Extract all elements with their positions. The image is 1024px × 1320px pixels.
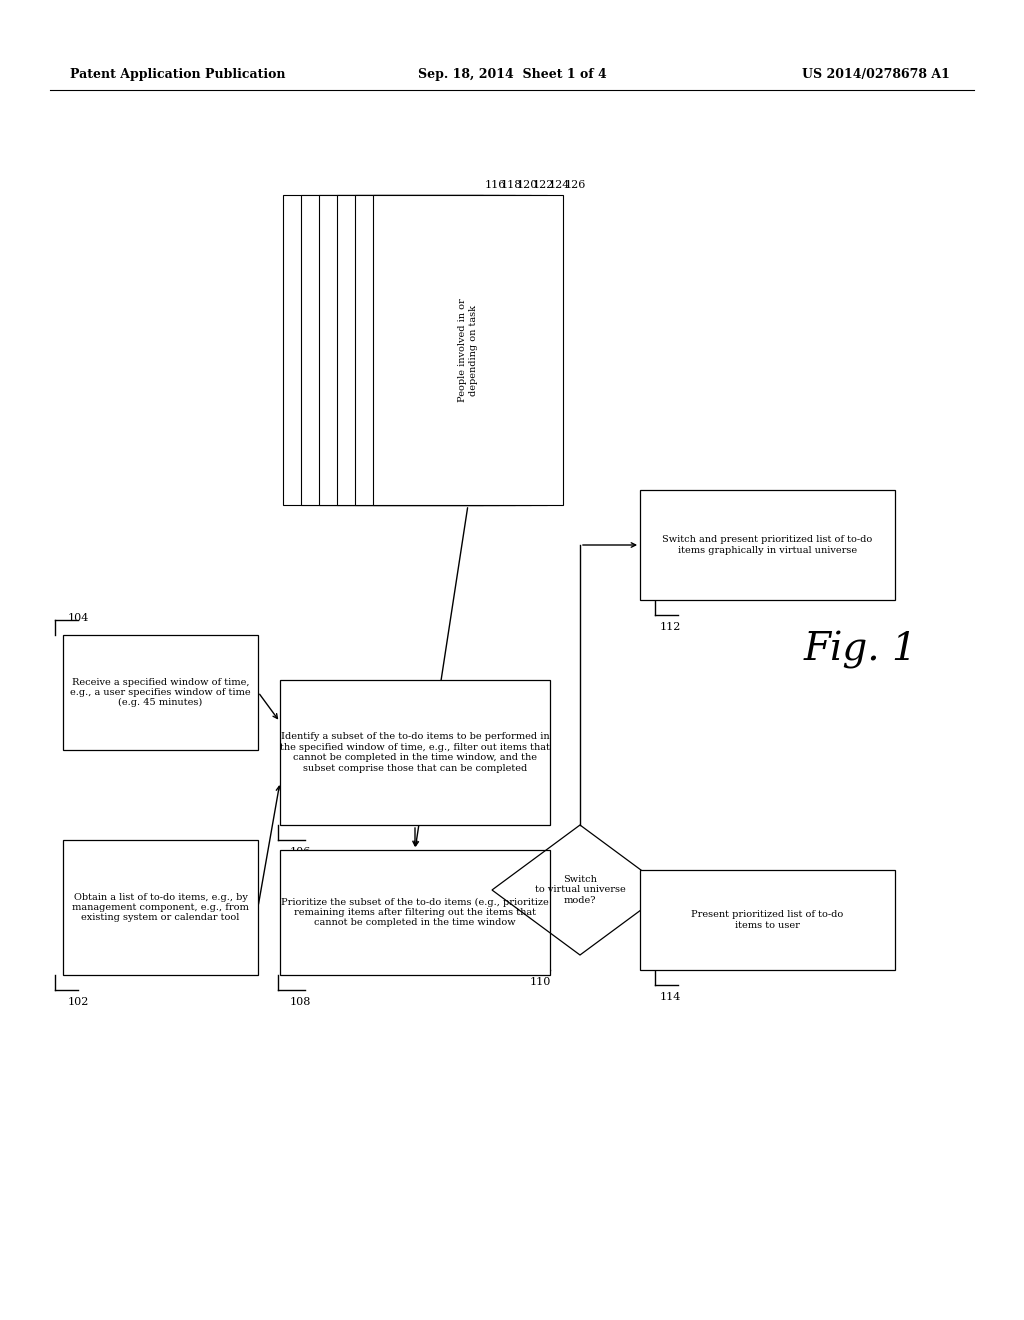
Text: 116: 116	[485, 180, 507, 190]
Text: Switch and present prioritized list of to-do
items graphically in virtual univer: Switch and present prioritized list of t…	[663, 536, 872, 554]
Bar	[301, 195, 499, 506]
Text: 104: 104	[68, 612, 89, 623]
Bar	[640, 870, 895, 970]
Text: Fig. 1: Fig. 1	[803, 631, 916, 669]
Text: Switch
to virtual universe
mode?: Switch to virtual universe mode?	[535, 875, 626, 906]
Bar	[280, 680, 550, 825]
Text: 110: 110	[530, 977, 551, 987]
Text: Receive a specified window of time,
e.g., a user specifies window of time
(e.g. : Receive a specified window of time, e.g.…	[71, 677, 251, 708]
Text: 122: 122	[534, 180, 554, 190]
Text: 108: 108	[290, 997, 311, 1007]
Text: 126: 126	[565, 180, 587, 190]
Bar	[63, 635, 258, 750]
Text: Identify a subset of the to-do items to be performed in
the specified window of : Identify a subset of the to-do items to …	[280, 733, 550, 772]
Bar	[337, 195, 531, 506]
Bar	[319, 195, 515, 506]
Text: 120: 120	[517, 180, 539, 190]
Bar	[640, 490, 895, 601]
Text: US 2014/0278678 A1: US 2014/0278678 A1	[802, 69, 950, 81]
Bar	[280, 850, 550, 975]
Text: 112: 112	[660, 622, 681, 632]
Text: 124: 124	[549, 180, 570, 190]
Bar	[355, 195, 547, 506]
Bar	[63, 840, 258, 975]
Text: Obtain a list of to-do items, e.g., by
management component, e.g., from
existing: Obtain a list of to-do items, e.g., by m…	[72, 892, 249, 923]
Text: Present prioritized list of to-do
items to user: Present prioritized list of to-do items …	[691, 911, 844, 929]
Bar	[373, 195, 563, 506]
Text: Task importance, priority,
complexity: Task importance, priority, complexity	[441, 286, 461, 413]
Text: Attention required for task: Attention required for task	[395, 284, 404, 416]
Text: 102: 102	[68, 997, 89, 1007]
Bar	[283, 195, 483, 506]
Text: Time to accomplish task: Time to accomplish task	[379, 290, 387, 411]
Text: 106: 106	[290, 847, 311, 857]
Text: Type or kind of task: Type or kind of task	[429, 301, 438, 400]
Text: Ramp-up time of task: Ramp-up time of task	[413, 297, 422, 403]
Text: 114: 114	[660, 993, 681, 1002]
Text: People involved in or
depending on task: People involved in or depending on task	[459, 298, 478, 401]
Text: 118: 118	[501, 180, 522, 190]
Text: Prioritize the subset of the to-do items (e.g., prioritize
remaining items after: Prioritize the subset of the to-do items…	[282, 898, 549, 928]
Text: Sep. 18, 2014  Sheet 1 of 4: Sep. 18, 2014 Sheet 1 of 4	[418, 69, 606, 81]
Text: Patent Application Publication: Patent Application Publication	[70, 69, 286, 81]
